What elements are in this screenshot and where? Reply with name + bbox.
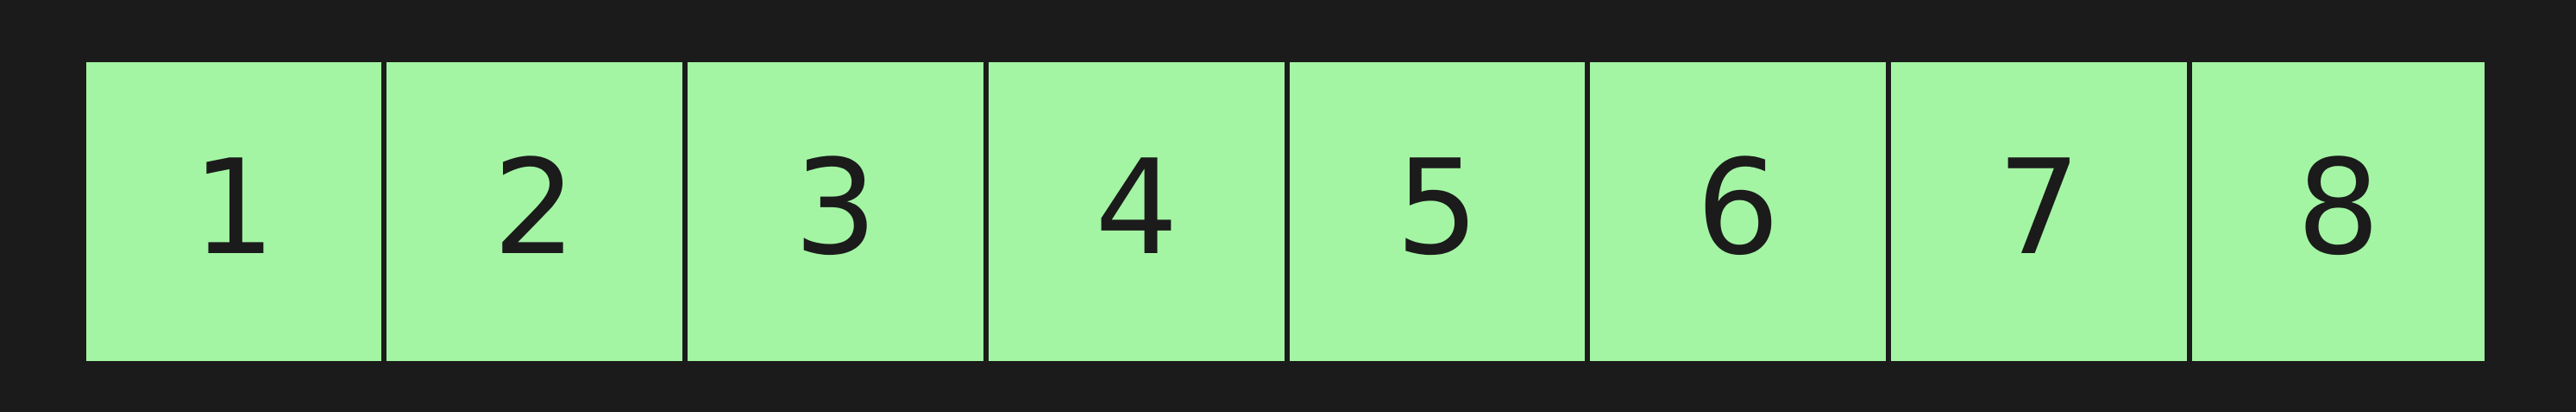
cell-label: 2 xyxy=(493,131,576,284)
cell-label: 4 xyxy=(1095,131,1178,284)
cell-label: 1 xyxy=(192,131,276,284)
cell-4: 4 xyxy=(989,62,1285,361)
cell-3: 3 xyxy=(688,62,983,361)
cell-2: 2 xyxy=(386,62,682,361)
cell-8: 8 xyxy=(2192,62,2485,361)
cell-5: 5 xyxy=(1290,62,1585,361)
cell-label: 3 xyxy=(794,131,877,284)
cell-row: 1 2 3 4 5 6 7 8 xyxy=(86,62,2485,361)
cell-label: 6 xyxy=(1696,131,1780,284)
cell-label: 7 xyxy=(1997,131,2081,284)
cell-1: 1 xyxy=(86,62,381,361)
cell-6: 6 xyxy=(1590,62,1886,361)
cell-7: 7 xyxy=(1891,62,2187,361)
cell-label: 8 xyxy=(2296,131,2380,284)
cell-label: 5 xyxy=(1395,131,1480,284)
